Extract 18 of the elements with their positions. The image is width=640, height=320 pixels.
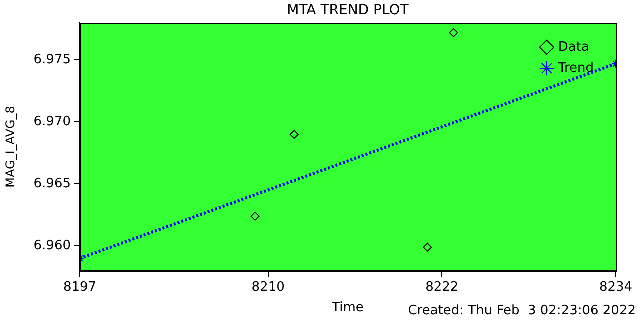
point xyxy=(290,130,299,140)
x-axis-title: Time xyxy=(331,300,364,316)
text: Created: Thu Feb 3 02:23:06 2022 xyxy=(408,303,636,318)
x-tick-label: 8210 xyxy=(252,280,285,296)
x-tick-label: 8222 xyxy=(426,280,459,296)
y-axis-title: MAG_I_AVG_8 xyxy=(3,106,18,188)
y-tick-label: 6.965 xyxy=(34,176,71,192)
point xyxy=(423,242,432,252)
legend-label: Trend xyxy=(557,60,594,76)
point xyxy=(250,212,260,221)
legend-label: Data xyxy=(558,40,590,55)
chart-title: MTA TREND PLOT xyxy=(287,2,410,19)
y-tick-label: 6.975 xyxy=(34,52,71,68)
x-tick-label: 8197 xyxy=(63,280,97,296)
point xyxy=(449,28,458,38)
y-tick-label: 6.960 xyxy=(34,238,71,254)
y-tick-label: 6.970 xyxy=(34,114,71,130)
x-tick-label: 8234 xyxy=(599,280,633,296)
